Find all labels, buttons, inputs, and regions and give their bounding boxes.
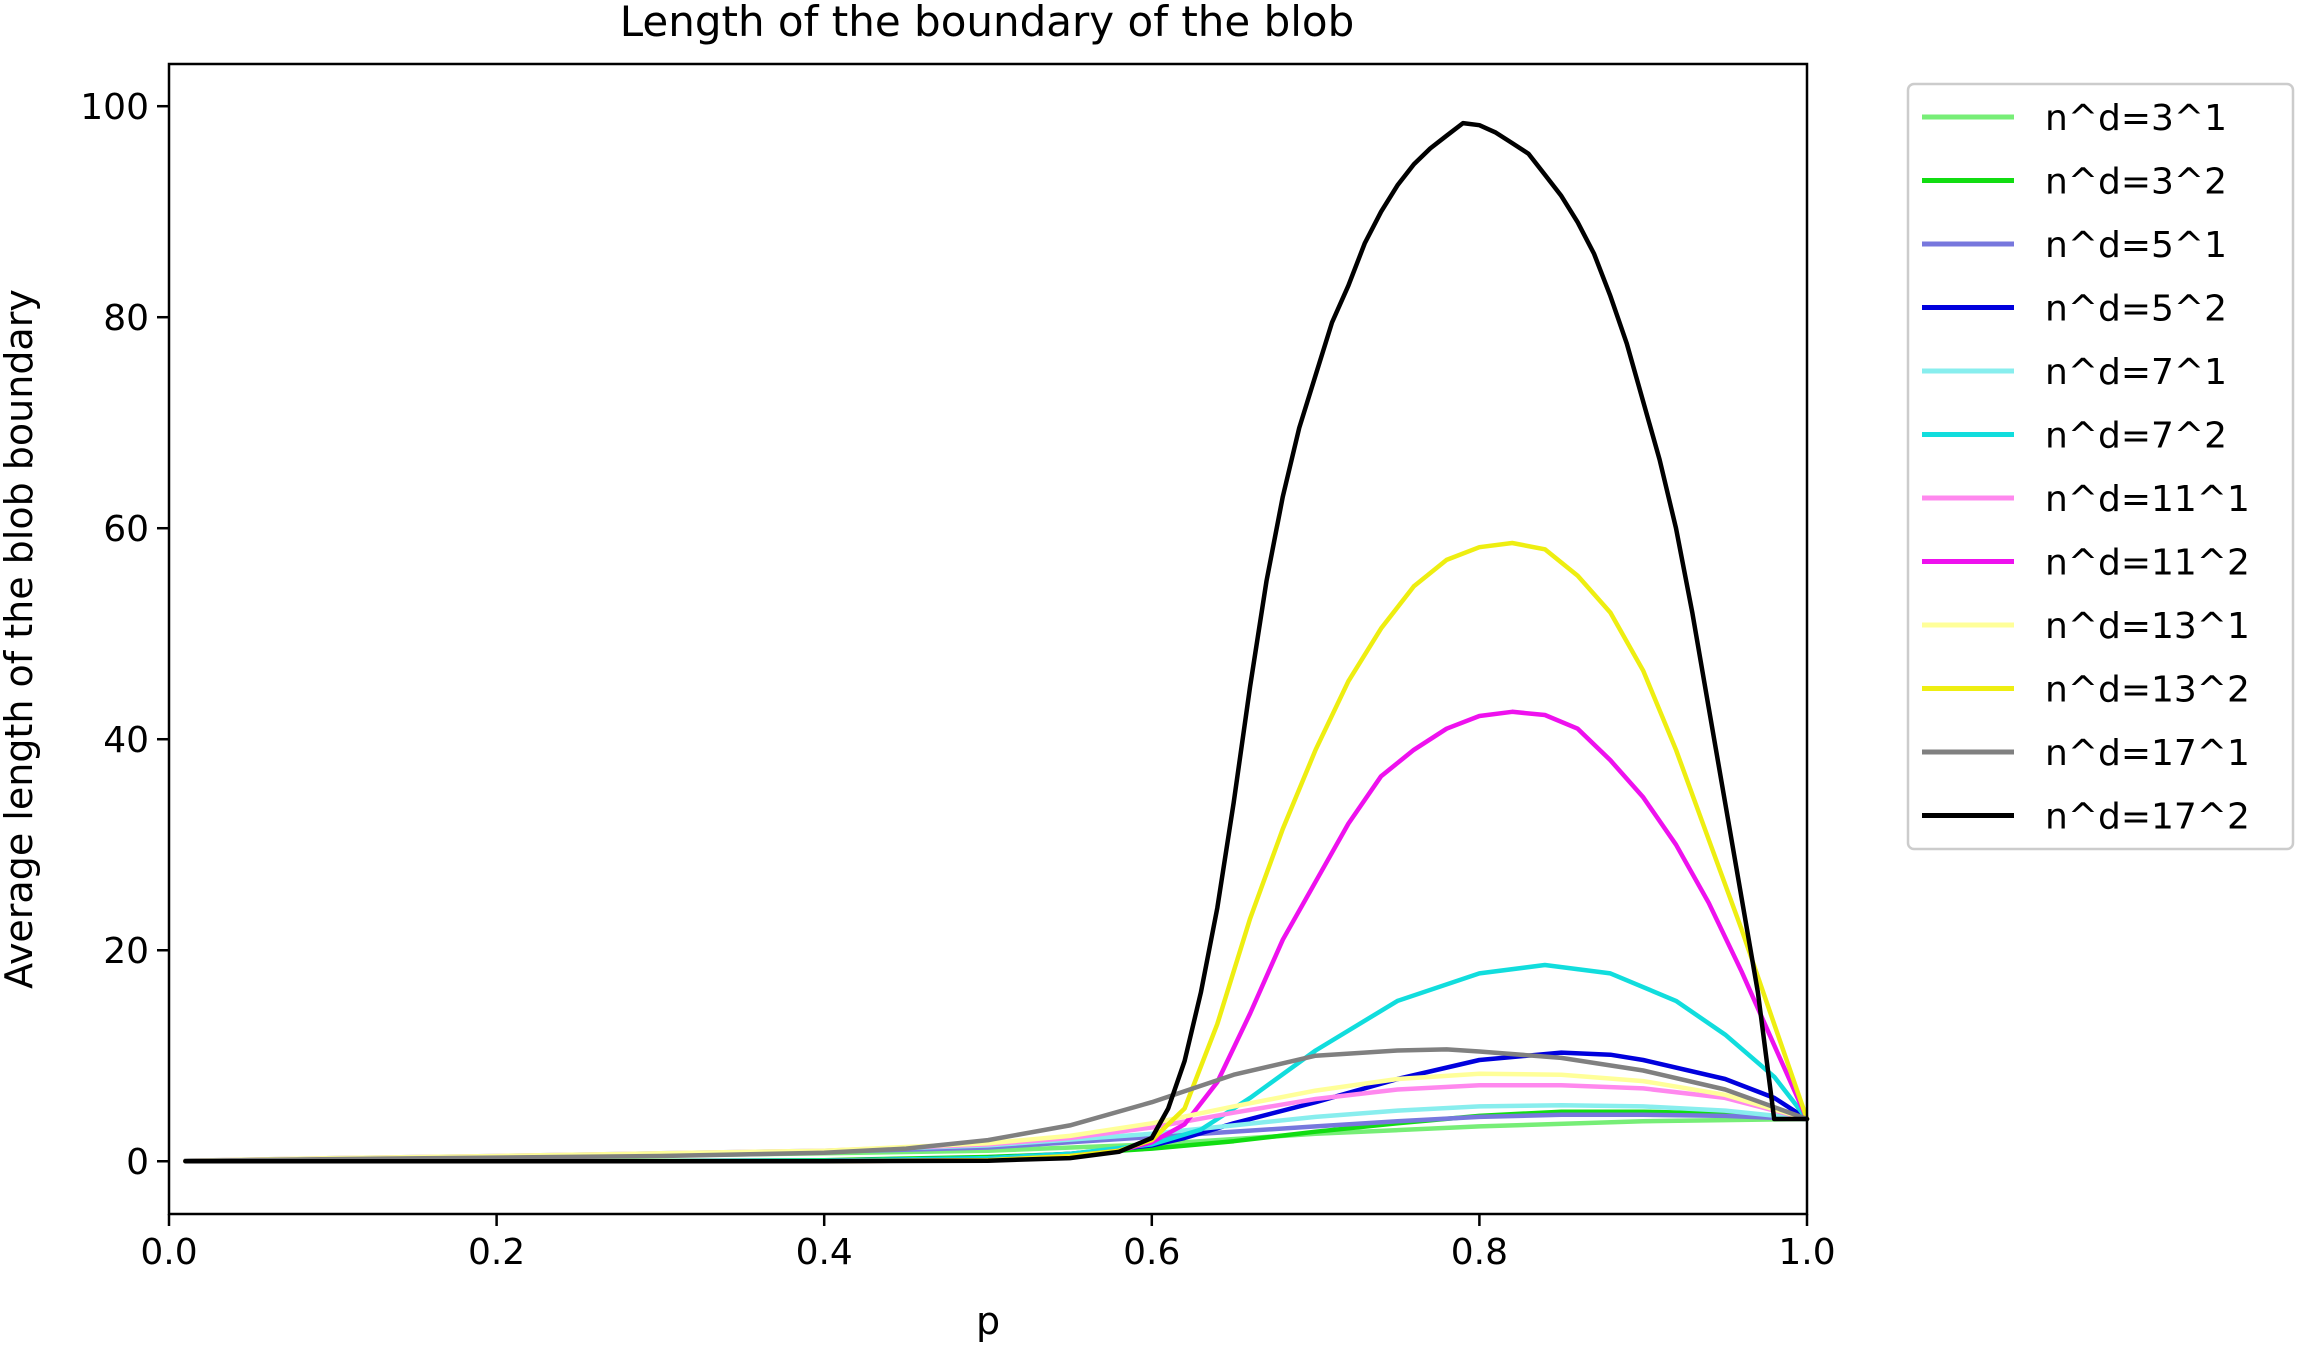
x-tick-label: 0.0: [140, 1232, 197, 1273]
legend-label: n^d=5^2: [2045, 289, 2227, 330]
legend-label: n^d=11^1: [2045, 479, 2250, 520]
x-axis: 0.0 0.2 0.4 0.6 0.8 1.0: [140, 1214, 1836, 1273]
y-tick-label: 0: [126, 1142, 149, 1183]
y-tick-label: 80: [103, 298, 149, 339]
legend-label: n^d=13^1: [2045, 606, 2250, 647]
legend-label: n^d=3^2: [2045, 162, 2227, 203]
y-tick-label: 100: [80, 87, 149, 128]
legend-frame: [1906, 82, 2295, 851]
chart-title: Length of the boundary of the blob: [620, 0, 1355, 46]
x-tick-label: 0.8: [1451, 1232, 1508, 1273]
x-tick-label: 0.4: [796, 1232, 853, 1273]
series-line-n^d=17^2: [183, 120, 1810, 1164]
plot-area: [169, 64, 1807, 1214]
legend-label: n^d=17^1: [2045, 733, 2250, 774]
y-tick-label: 60: [103, 509, 149, 550]
y-tick-label: 40: [103, 720, 149, 761]
legend: n^d=3^1 n^d=3^2 n^d=5^1 n^d=5^2 n^d=7^1 n^d=7…: [1906, 82, 2295, 851]
legend-label: n^d=5^1: [2045, 225, 2227, 266]
series-line-n^d=17^1: [183, 1047, 1810, 1163]
x-tick-label: 1.0: [1778, 1232, 1835, 1273]
plot-frame: [167, 62, 1809, 1216]
legend-label: n^d=3^1: [2045, 98, 2227, 139]
legend-label: n^d=17^2: [2045, 797, 2250, 838]
y-tick-label: 20: [103, 931, 149, 972]
y-axis: 0 20 40 60 80 100: [80, 87, 169, 1183]
y-axis-label: Average length of the blob boundary: [0, 289, 41, 989]
legend-label: n^d=7^1: [2045, 352, 2227, 393]
series-layer: [183, 120, 1810, 1164]
x-tick-label: 0.2: [468, 1232, 525, 1273]
legend-label: n^d=11^2: [2045, 543, 2250, 584]
legend-label: n^d=13^2: [2045, 670, 2250, 711]
x-tick-label: 0.6: [1123, 1232, 1180, 1273]
legend-label: n^d=7^2: [2045, 416, 2227, 457]
x-axis-label: p: [976, 1299, 1000, 1343]
